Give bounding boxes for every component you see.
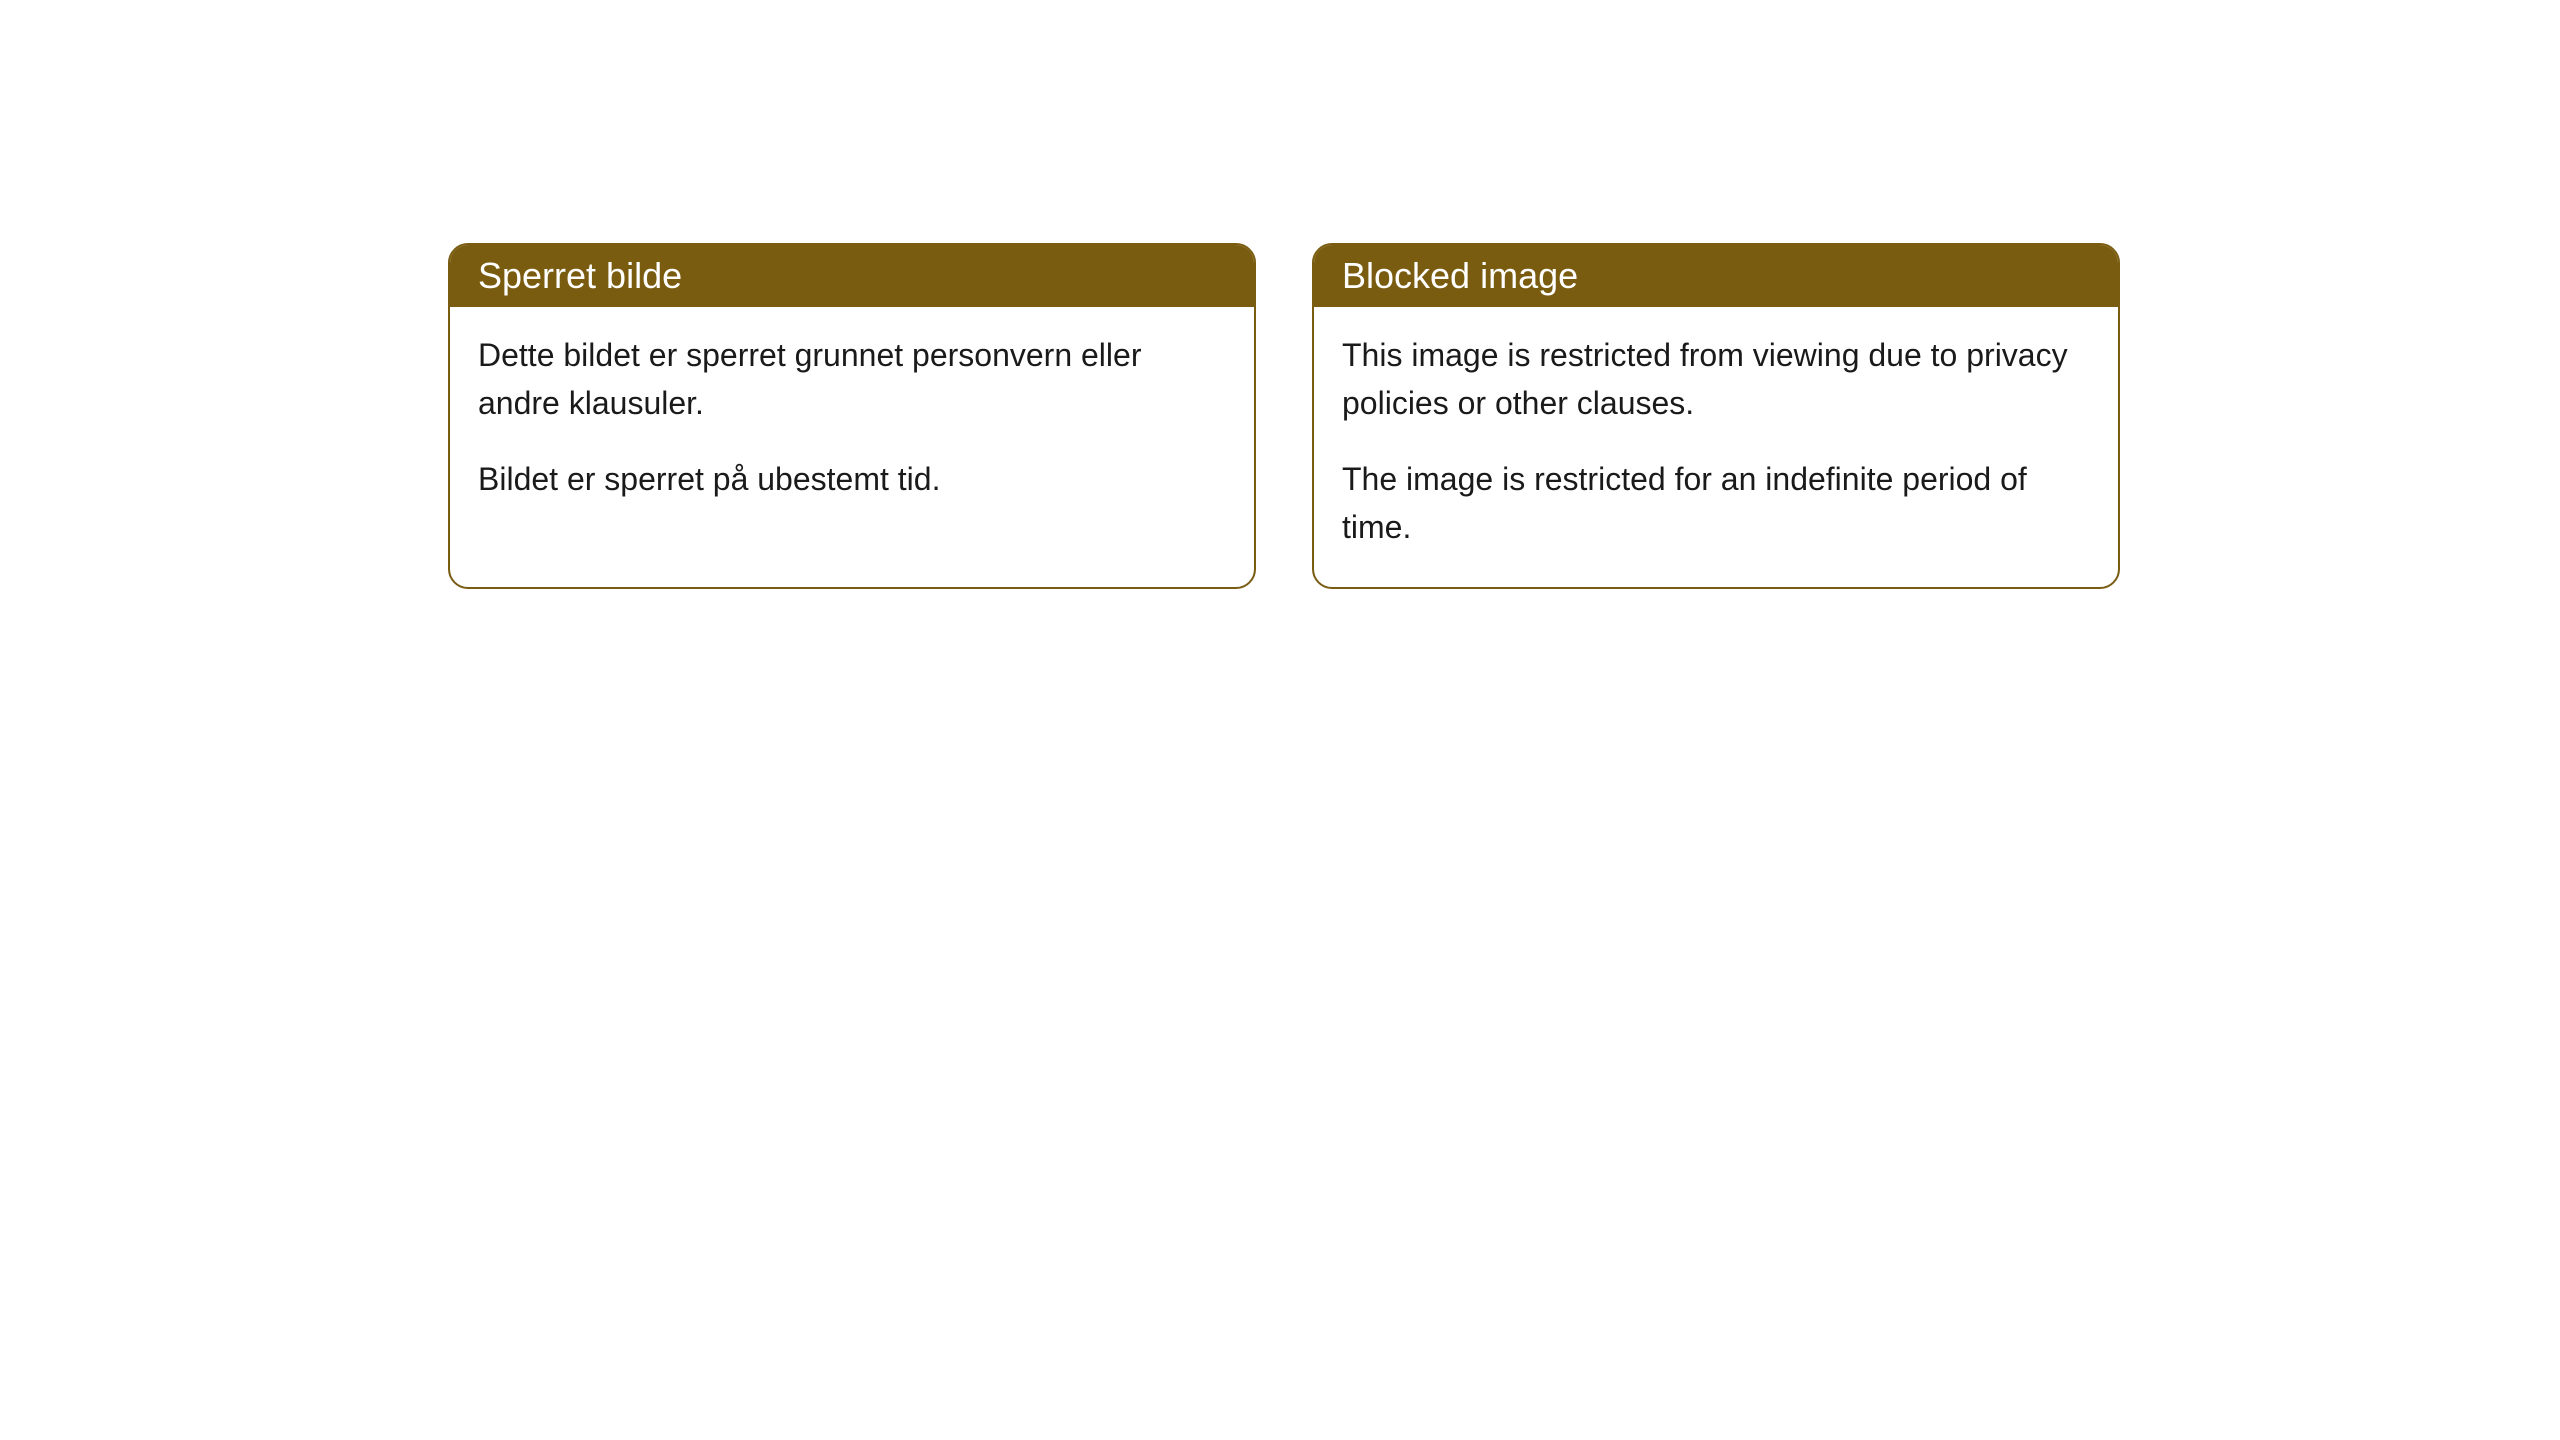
notice-cards-container: Sperret bilde Dette bildet er sperret gr…	[448, 243, 2120, 589]
card-paragraph: Bildet er sperret på ubestemt tid.	[478, 455, 1226, 503]
notice-card-norwegian: Sperret bilde Dette bildet er sperret gr…	[448, 243, 1256, 589]
card-paragraph: Dette bildet er sperret grunnet personve…	[478, 331, 1226, 427]
card-paragraph: The image is restricted for an indefinit…	[1342, 455, 2090, 551]
card-body: Dette bildet er sperret grunnet personve…	[450, 307, 1254, 539]
card-paragraph: This image is restricted from viewing du…	[1342, 331, 2090, 427]
card-title: Blocked image	[1342, 255, 1578, 296]
card-header: Sperret bilde	[450, 245, 1254, 307]
card-title: Sperret bilde	[478, 255, 682, 296]
card-body: This image is restricted from viewing du…	[1314, 307, 2118, 587]
card-header: Blocked image	[1314, 245, 2118, 307]
notice-card-english: Blocked image This image is restricted f…	[1312, 243, 2120, 589]
